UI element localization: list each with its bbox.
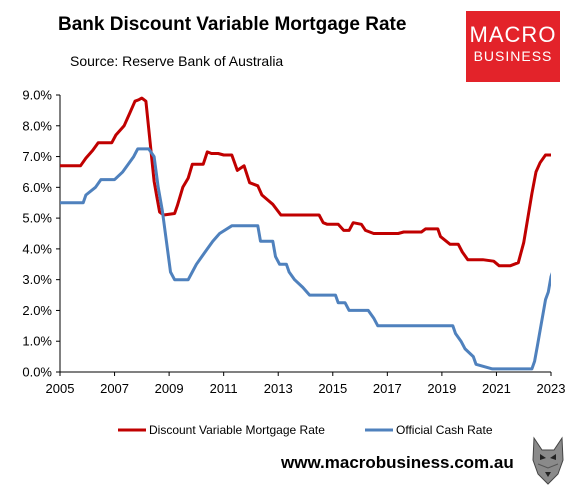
y-tick-label: 3.0%	[22, 272, 52, 287]
wolf-icon	[532, 436, 564, 485]
y-tick-label: 1.0%	[22, 334, 52, 349]
chart-legend: Discount Variable Mortgage Rate Official …	[118, 423, 493, 437]
y-tick-label: 8.0%	[22, 118, 52, 133]
x-tick-label: 2013	[264, 381, 293, 396]
chart-title: Bank Discount Variable Mortgage Rate	[58, 14, 407, 35]
x-tick-label: 2019	[427, 381, 456, 396]
x-tick-label: 2007	[100, 381, 129, 396]
y-tick-label: 7.0%	[22, 149, 52, 164]
y-tick-label: 6.0%	[22, 180, 52, 195]
chart-axes: 0.0% 1.0% 2.0% 3.0% 4.0% 5.0% 6.0% 7.0% 8.0% 9.0%…	[22, 88, 565, 397]
footer-url: www.macrobusiness.com.au	[281, 453, 514, 472]
macrobusiness-logo: MACRO BUSINESS	[466, 11, 560, 82]
legend-label: Official Cash Rate	[396, 423, 493, 437]
x-tick-label: 2021	[482, 381, 511, 396]
x-tick-label: 2023	[537, 381, 566, 396]
series-line-mortgage-rate	[60, 96, 551, 268]
chart-subtitle: Source: Reserve Bank of Australia	[70, 53, 284, 69]
legend-label: Discount Variable Mortgage Rate	[149, 423, 325, 437]
x-tick-label: 2009	[155, 381, 184, 396]
logo-line-1: MACRO	[469, 22, 557, 47]
y-tick-label: 5.0%	[22, 211, 52, 226]
x-tick-label: 2015	[318, 381, 347, 396]
x-tick-label: 2005	[46, 381, 75, 396]
y-tick-label: 4.0%	[22, 241, 52, 256]
x-tick-label: 2017	[373, 381, 402, 396]
y-tick-label: 9.0%	[22, 88, 52, 103]
series-line-cash-rate	[60, 147, 551, 371]
x-tick-label: 2011	[210, 381, 238, 396]
y-tick-label: 0.0%	[22, 365, 52, 380]
chart-series	[60, 96, 551, 371]
y-tick-label: 2.0%	[22, 303, 52, 318]
logo-line-2: BUSINESS	[473, 48, 553, 64]
